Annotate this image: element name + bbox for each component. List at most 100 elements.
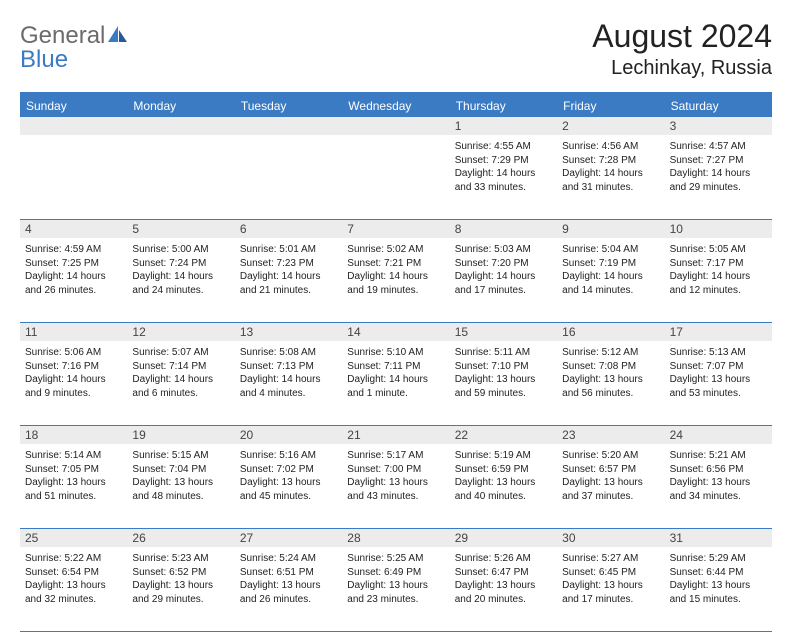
day-cell: Sunrise: 5:08 AMSunset: 7:13 PMDaylight:… xyxy=(235,341,342,425)
sunrise-line: Sunrise: 5:00 AM xyxy=(132,243,229,257)
day-cell: Sunrise: 5:27 AMSunset: 6:45 PMDaylight:… xyxy=(557,547,664,631)
day-cell: Sunrise: 5:20 AMSunset: 6:57 PMDaylight:… xyxy=(557,444,664,528)
day-cell: Sunrise: 5:01 AMSunset: 7:23 PMDaylight:… xyxy=(235,238,342,322)
daynum-row: 11121314151617 xyxy=(20,323,772,341)
day-info: Sunrise: 5:19 AMSunset: 6:59 PMDaylight:… xyxy=(455,447,552,503)
sunrise-line: Sunrise: 4:56 AM xyxy=(562,140,659,154)
day-info: Sunrise: 5:14 AMSunset: 7:05 PMDaylight:… xyxy=(25,447,122,503)
daylight-line: Daylight: 14 hours and 26 minutes. xyxy=(25,270,122,297)
day-headers-row: Sunday Monday Tuesday Wednesday Thursday… xyxy=(20,95,772,117)
day-cell: Sunrise: 4:56 AMSunset: 7:28 PMDaylight:… xyxy=(557,135,664,219)
day-number: 18 xyxy=(20,426,127,444)
day-header: Saturday xyxy=(665,95,772,117)
day-cell: Sunrise: 5:25 AMSunset: 6:49 PMDaylight:… xyxy=(342,547,449,631)
day-info: Sunrise: 5:04 AMSunset: 7:19 PMDaylight:… xyxy=(562,241,659,297)
day-header: Monday xyxy=(127,95,234,117)
daylight-line: Daylight: 13 hours and 23 minutes. xyxy=(347,579,444,606)
daynum-row: 45678910 xyxy=(20,220,772,238)
day-number: 25 xyxy=(20,529,127,547)
day-info: Sunrise: 5:17 AMSunset: 7:00 PMDaylight:… xyxy=(347,447,444,503)
day-number: 27 xyxy=(235,529,342,547)
day-info: Sunrise: 5:20 AMSunset: 6:57 PMDaylight:… xyxy=(562,447,659,503)
sunset-line: Sunset: 7:10 PM xyxy=(455,360,552,374)
day-number: 21 xyxy=(342,426,449,444)
day-info: Sunrise: 4:57 AMSunset: 7:27 PMDaylight:… xyxy=(670,138,767,194)
sail-icon xyxy=(107,22,129,49)
day-info: Sunrise: 5:10 AMSunset: 7:11 PMDaylight:… xyxy=(347,344,444,400)
day-number: 7 xyxy=(342,220,449,238)
header: General Blue August 2024 Lechinkay, Russ… xyxy=(20,18,772,80)
sunrise-line: Sunrise: 5:15 AM xyxy=(132,449,229,463)
day-number xyxy=(20,117,127,135)
day-cell: Sunrise: 5:17 AMSunset: 7:00 PMDaylight:… xyxy=(342,444,449,528)
day-number: 9 xyxy=(557,220,664,238)
sunset-line: Sunset: 6:47 PM xyxy=(455,566,552,580)
day-number: 24 xyxy=(665,426,772,444)
daylight-line: Daylight: 13 hours and 40 minutes. xyxy=(455,476,552,503)
daylight-line: Daylight: 13 hours and 17 minutes. xyxy=(562,579,659,606)
brand-part1: General xyxy=(20,22,105,49)
daylight-line: Daylight: 14 hours and 33 minutes. xyxy=(455,167,552,194)
sunrise-line: Sunrise: 5:22 AM xyxy=(25,552,122,566)
daylight-line: Daylight: 13 hours and 32 minutes. xyxy=(25,579,122,606)
sunrise-line: Sunrise: 5:07 AM xyxy=(132,346,229,360)
sunset-line: Sunset: 6:51 PM xyxy=(240,566,337,580)
sunset-line: Sunset: 6:54 PM xyxy=(25,566,122,580)
day-cell: Sunrise: 5:11 AMSunset: 7:10 PMDaylight:… xyxy=(450,341,557,425)
day-number xyxy=(127,117,234,135)
sunrise-line: Sunrise: 5:17 AM xyxy=(347,449,444,463)
day-number: 30 xyxy=(557,529,664,547)
day-info: Sunrise: 5:15 AMSunset: 7:04 PMDaylight:… xyxy=(132,447,229,503)
sunrise-line: Sunrise: 4:59 AM xyxy=(25,243,122,257)
daylight-line: Daylight: 14 hours and 29 minutes. xyxy=(670,167,767,194)
sunrise-line: Sunrise: 5:16 AM xyxy=(240,449,337,463)
daylight-line: Daylight: 13 hours and 20 minutes. xyxy=(455,579,552,606)
daynum-row: 18192021222324 xyxy=(20,426,772,444)
sunrise-line: Sunrise: 5:13 AM xyxy=(670,346,767,360)
location-label: Lechinkay, Russia xyxy=(592,57,772,80)
sunrise-line: Sunrise: 4:55 AM xyxy=(455,140,552,154)
daylight-line: Daylight: 13 hours and 48 minutes. xyxy=(132,476,229,503)
day-cell: Sunrise: 5:22 AMSunset: 6:54 PMDaylight:… xyxy=(20,547,127,631)
sunrise-line: Sunrise: 5:21 AM xyxy=(670,449,767,463)
day-number xyxy=(342,117,449,135)
day-info: Sunrise: 5:02 AMSunset: 7:21 PMDaylight:… xyxy=(347,241,444,297)
day-info: Sunrise: 5:23 AMSunset: 6:52 PMDaylight:… xyxy=(132,550,229,606)
brand-logo: General Blue xyxy=(20,18,129,72)
day-cell: Sunrise: 5:24 AMSunset: 6:51 PMDaylight:… xyxy=(235,547,342,631)
sunset-line: Sunset: 7:05 PM xyxy=(25,463,122,477)
day-cell xyxy=(342,135,449,219)
day-cell: Sunrise: 5:04 AMSunset: 7:19 PMDaylight:… xyxy=(557,238,664,322)
day-cell: Sunrise: 5:26 AMSunset: 6:47 PMDaylight:… xyxy=(450,547,557,631)
daylight-line: Daylight: 13 hours and 37 minutes. xyxy=(562,476,659,503)
day-cell xyxy=(20,135,127,219)
sunrise-line: Sunrise: 5:08 AM xyxy=(240,346,337,360)
day-info: Sunrise: 5:06 AMSunset: 7:16 PMDaylight:… xyxy=(25,344,122,400)
month-title: August 2024 xyxy=(592,18,772,55)
day-info: Sunrise: 4:55 AMSunset: 7:29 PMDaylight:… xyxy=(455,138,552,194)
day-info: Sunrise: 5:22 AMSunset: 6:54 PMDaylight:… xyxy=(25,550,122,606)
sunset-line: Sunset: 7:02 PM xyxy=(240,463,337,477)
daylight-line: Daylight: 14 hours and 21 minutes. xyxy=(240,270,337,297)
daylight-line: Daylight: 13 hours and 29 minutes. xyxy=(132,579,229,606)
day-number: 16 xyxy=(557,323,664,341)
daylight-line: Daylight: 14 hours and 12 minutes. xyxy=(670,270,767,297)
sunrise-line: Sunrise: 5:06 AM xyxy=(25,346,122,360)
sunset-line: Sunset: 7:14 PM xyxy=(132,360,229,374)
daylight-line: Daylight: 13 hours and 26 minutes. xyxy=(240,579,337,606)
daynum-row: 25262728293031 xyxy=(20,529,772,547)
title-block: August 2024 Lechinkay, Russia xyxy=(592,18,772,80)
sunset-line: Sunset: 7:21 PM xyxy=(347,257,444,271)
calendar-page: General Blue August 2024 Lechinkay, Russ… xyxy=(0,0,792,642)
sunset-line: Sunset: 7:04 PM xyxy=(132,463,229,477)
brand-part2: Blue xyxy=(20,46,68,73)
day-info: Sunrise: 5:27 AMSunset: 6:45 PMDaylight:… xyxy=(562,550,659,606)
sunset-line: Sunset: 7:20 PM xyxy=(455,257,552,271)
sunset-line: Sunset: 7:19 PM xyxy=(562,257,659,271)
day-number: 5 xyxy=(127,220,234,238)
day-info: Sunrise: 5:26 AMSunset: 6:47 PMDaylight:… xyxy=(455,550,552,606)
day-number: 17 xyxy=(665,323,772,341)
day-info: Sunrise: 5:25 AMSunset: 6:49 PMDaylight:… xyxy=(347,550,444,606)
week-row: Sunrise: 4:55 AMSunset: 7:29 PMDaylight:… xyxy=(20,135,772,220)
day-cell xyxy=(235,135,342,219)
